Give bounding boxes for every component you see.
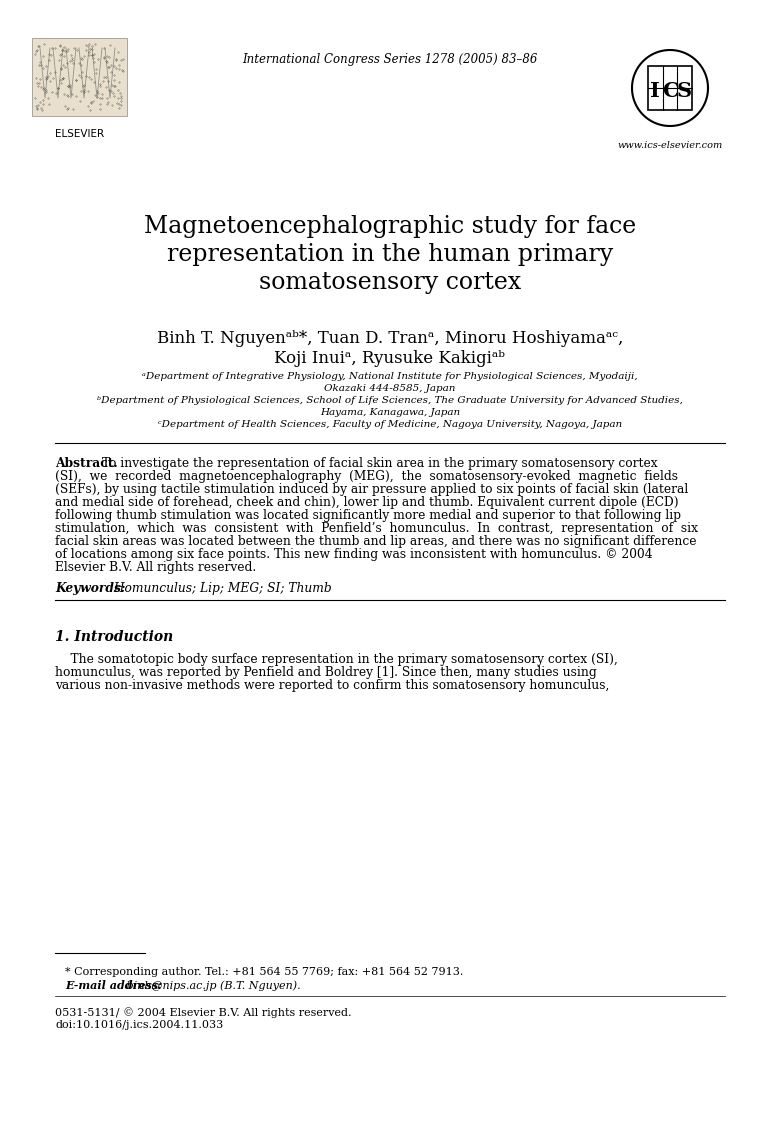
Text: ᵇDepartment of Physiological Sciences, School of Life Sciences, The Graduate Uni: ᵇDepartment of Physiological Sciences, S…	[97, 397, 683, 404]
Text: following thumb stimulation was located significantly more medial and superior t: following thumb stimulation was located …	[55, 509, 681, 522]
Text: and medial side of forehead, cheek and chin), lower lip and thumb. Equivalent cu: and medial side of forehead, cheek and c…	[55, 496, 679, 509]
Text: various non-invasive methods were reported to confirm this somatosensory homuncu: various non-invasive methods were report…	[55, 679, 609, 692]
Text: Abstract.: Abstract.	[55, 457, 118, 470]
Text: homunculus, was reported by Penfield and Boldrey [1]. Since then, many studies u: homunculus, was reported by Penfield and…	[55, 666, 597, 679]
Text: stimulation,  which  was  consistent  with  Penfield’s  homunculus.  In  contras: stimulation, which was consistent with P…	[55, 522, 698, 535]
Text: (SI),  we  recorded  magnetoencephalography  (MEG),  the  somatosensory-evoked  : (SI), we recorded magnetoencephalography…	[55, 470, 678, 483]
Text: www.ics-elsevier.com: www.ics-elsevier.com	[618, 140, 722, 150]
Bar	[32, 39, 127, 116]
Text: Magnetoencephalographic study for face: Magnetoencephalographic study for face	[144, 215, 636, 238]
Text: of locations among six face points. This new finding was inconsistent with homun: of locations among six face points. This…	[55, 548, 653, 561]
Text: The somatotopic body surface representation in the primary somatosensory cortex : The somatotopic body surface representat…	[55, 653, 618, 666]
Text: representation in the human primary: representation in the human primary	[167, 242, 613, 266]
Text: binh@nips.ac.jp (B.T. Nguyen).: binh@nips.ac.jp (B.T. Nguyen).	[123, 980, 300, 990]
Bar	[648, 66, 692, 110]
Text: Homunculus; Lip; MEG; SI; Thumb: Homunculus; Lip; MEG; SI; Thumb	[110, 582, 332, 595]
Text: 1. Introduction: 1. Introduction	[55, 630, 173, 644]
Text: doi:10.1016/j.ics.2004.11.033: doi:10.1016/j.ics.2004.11.033	[55, 1020, 223, 1030]
Text: * Corresponding author. Tel.: +81 564 55 7769; fax: +81 564 52 7913.: * Corresponding author. Tel.: +81 564 55…	[65, 966, 463, 977]
Text: ELSEVIER: ELSEVIER	[55, 129, 104, 139]
Text: ᶜDepartment of Health Sciences, Faculty of Medicine, Nagoya University, Nagoya, : ᶜDepartment of Health Sciences, Faculty …	[158, 420, 622, 429]
Text: Binh T. Nguyenᵃᵇ*, Tuan D. Tranᵃ, Minoru Hoshiyamaᵃᶜ,: Binh T. Nguyenᵃᵇ*, Tuan D. Tranᵃ, Minoru…	[157, 330, 623, 347]
Text: facial skin areas was located between the thumb and lip areas, and there was no : facial skin areas was located between th…	[55, 535, 697, 548]
Text: Okazaki 444-8585, Japan: Okazaki 444-8585, Japan	[324, 384, 456, 393]
Text: Hayama, Kanagawa, Japan: Hayama, Kanagawa, Japan	[320, 408, 460, 417]
Text: Keywords:: Keywords:	[55, 582, 126, 595]
Text: I: I	[651, 80, 661, 101]
Text: Koji Inuiᵃ, Ryusuke Kakigiᵃᵇ: Koji Inuiᵃ, Ryusuke Kakigiᵃᵇ	[275, 350, 505, 367]
Text: Elsevier B.V. All rights reserved.: Elsevier B.V. All rights reserved.	[55, 561, 257, 574]
Text: S: S	[677, 80, 692, 101]
Text: C: C	[661, 80, 679, 101]
Text: International Congress Series 1278 (2005) 83–86: International Congress Series 1278 (2005…	[243, 53, 537, 67]
Text: somatosensory cortex: somatosensory cortex	[259, 271, 521, 293]
Text: (SEFs), by using tactile stimulation induced by air pressure applied to six poin: (SEFs), by using tactile stimulation ind…	[55, 483, 688, 496]
Text: To investigate the representation of facial skin area in the primary somatosenso: To investigate the representation of fac…	[98, 457, 658, 470]
Text: 0531-5131/ © 2004 Elsevier B.V. All rights reserved.: 0531-5131/ © 2004 Elsevier B.V. All righ…	[55, 1007, 352, 1017]
Text: E-mail address:: E-mail address:	[65, 980, 162, 991]
Text: ᵃDepartment of Integrative Physiology, National Institute for Physiological Scie: ᵃDepartment of Integrative Physiology, N…	[142, 372, 638, 381]
